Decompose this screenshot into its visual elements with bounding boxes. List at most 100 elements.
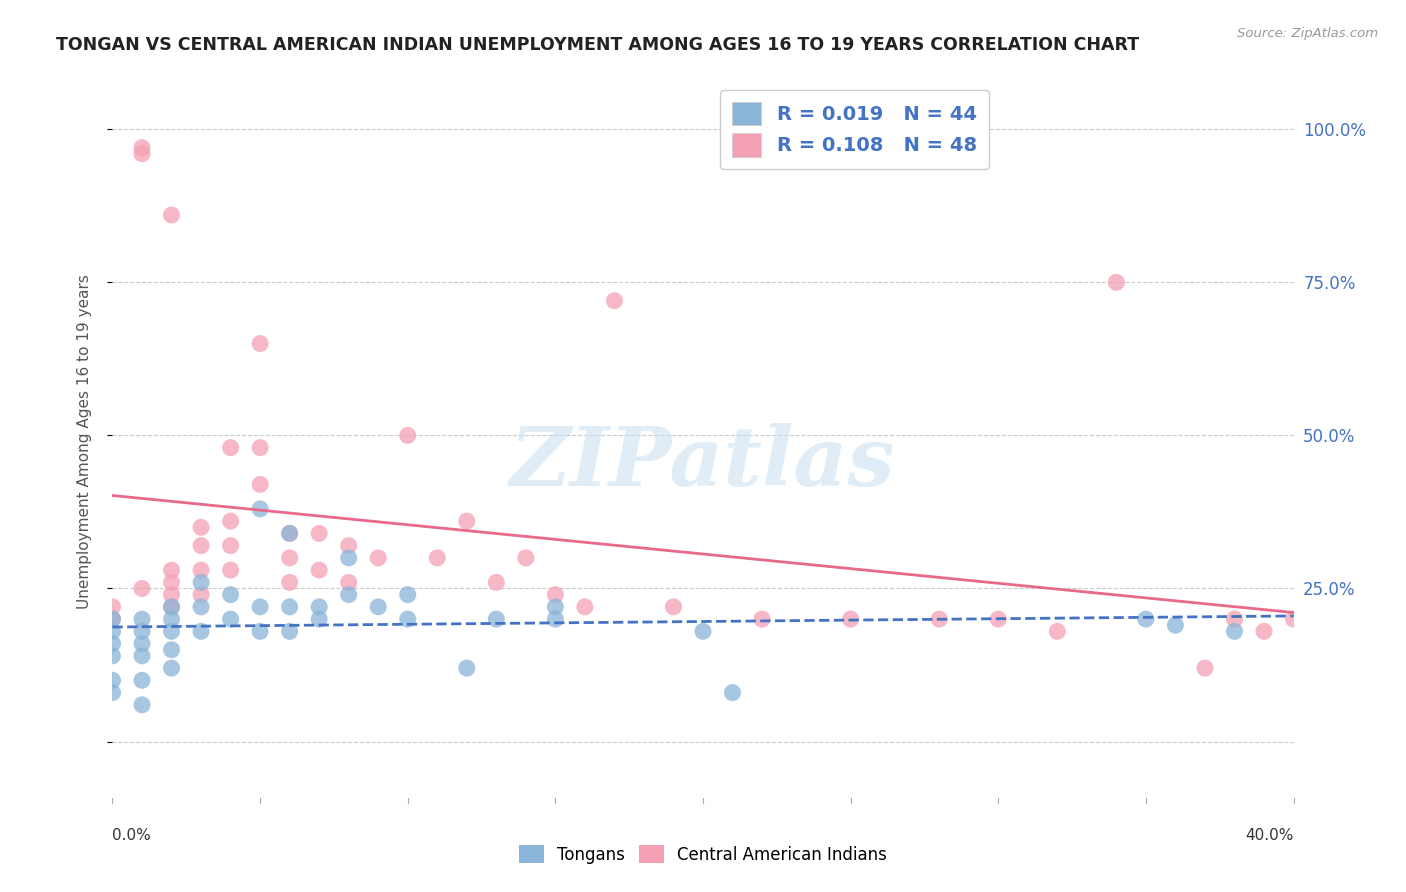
Point bbox=[456, 514, 478, 528]
Point bbox=[219, 563, 242, 577]
Point bbox=[396, 612, 419, 626]
Point bbox=[160, 588, 183, 602]
Point bbox=[190, 575, 212, 590]
Point bbox=[131, 698, 153, 712]
Point bbox=[131, 637, 153, 651]
Point bbox=[426, 550, 449, 565]
Point bbox=[278, 624, 301, 639]
Point bbox=[278, 526, 301, 541]
Point bbox=[367, 550, 389, 565]
Point bbox=[1046, 624, 1069, 639]
Point bbox=[190, 563, 212, 577]
Point bbox=[692, 624, 714, 639]
Point bbox=[278, 599, 301, 614]
Point bbox=[160, 624, 183, 639]
Point bbox=[839, 612, 862, 626]
Point bbox=[1223, 612, 1246, 626]
Point bbox=[219, 514, 242, 528]
Point bbox=[131, 673, 153, 688]
Point bbox=[101, 648, 124, 663]
Point bbox=[308, 526, 330, 541]
Point bbox=[928, 612, 950, 626]
Point bbox=[574, 599, 596, 614]
Point bbox=[160, 599, 183, 614]
Point bbox=[1135, 612, 1157, 626]
Point bbox=[160, 575, 183, 590]
Point bbox=[101, 624, 124, 639]
Point bbox=[544, 588, 567, 602]
Point bbox=[337, 539, 360, 553]
Point bbox=[249, 502, 271, 516]
Point bbox=[160, 208, 183, 222]
Point bbox=[219, 539, 242, 553]
Point bbox=[308, 563, 330, 577]
Point bbox=[337, 575, 360, 590]
Point bbox=[131, 141, 153, 155]
Point bbox=[544, 599, 567, 614]
Point bbox=[278, 550, 301, 565]
Point bbox=[396, 428, 419, 442]
Point bbox=[721, 685, 744, 699]
Point bbox=[101, 612, 124, 626]
Point bbox=[219, 441, 242, 455]
Point bbox=[131, 612, 153, 626]
Point bbox=[160, 563, 183, 577]
Point bbox=[101, 685, 124, 699]
Point bbox=[131, 648, 153, 663]
Point bbox=[101, 637, 124, 651]
Point bbox=[396, 588, 419, 602]
Point bbox=[249, 441, 271, 455]
Point bbox=[190, 520, 212, 534]
Point bbox=[1194, 661, 1216, 675]
Text: 0.0%: 0.0% bbox=[112, 828, 152, 843]
Point bbox=[485, 575, 508, 590]
Point bbox=[131, 582, 153, 596]
Point bbox=[249, 336, 271, 351]
Point bbox=[160, 661, 183, 675]
Point bbox=[337, 588, 360, 602]
Point bbox=[249, 624, 271, 639]
Legend: R = 0.019   N = 44, R = 0.108   N = 48: R = 0.019 N = 44, R = 0.108 N = 48 bbox=[720, 90, 988, 169]
Point bbox=[278, 575, 301, 590]
Point bbox=[308, 612, 330, 626]
Point bbox=[190, 539, 212, 553]
Point bbox=[101, 673, 124, 688]
Point bbox=[101, 612, 124, 626]
Point bbox=[131, 146, 153, 161]
Point bbox=[603, 293, 626, 308]
Text: ZIPatlas: ZIPatlas bbox=[510, 423, 896, 503]
Text: Source: ZipAtlas.com: Source: ZipAtlas.com bbox=[1237, 27, 1378, 40]
Point bbox=[1105, 276, 1128, 290]
Point bbox=[278, 526, 301, 541]
Point bbox=[160, 642, 183, 657]
Legend: Tongans, Central American Indians: Tongans, Central American Indians bbox=[512, 838, 894, 871]
Point bbox=[219, 588, 242, 602]
Point bbox=[1253, 624, 1275, 639]
Text: TONGAN VS CENTRAL AMERICAN INDIAN UNEMPLOYMENT AMONG AGES 16 TO 19 YEARS CORRELA: TONGAN VS CENTRAL AMERICAN INDIAN UNEMPL… bbox=[56, 36, 1139, 54]
Point bbox=[1282, 612, 1305, 626]
Point bbox=[544, 612, 567, 626]
Point bbox=[456, 661, 478, 675]
Point bbox=[101, 599, 124, 614]
Point bbox=[190, 599, 212, 614]
Y-axis label: Unemployment Among Ages 16 to 19 years: Unemployment Among Ages 16 to 19 years bbox=[77, 274, 91, 609]
Point bbox=[190, 624, 212, 639]
Point bbox=[308, 599, 330, 614]
Point bbox=[160, 612, 183, 626]
Text: 40.0%: 40.0% bbox=[1246, 828, 1294, 843]
Point bbox=[1164, 618, 1187, 632]
Point bbox=[751, 612, 773, 626]
Point bbox=[190, 588, 212, 602]
Point bbox=[131, 624, 153, 639]
Point bbox=[1223, 624, 1246, 639]
Point bbox=[219, 612, 242, 626]
Point bbox=[485, 612, 508, 626]
Point bbox=[249, 599, 271, 614]
Point bbox=[367, 599, 389, 614]
Point bbox=[662, 599, 685, 614]
Point bbox=[249, 477, 271, 491]
Point bbox=[515, 550, 537, 565]
Point bbox=[987, 612, 1010, 626]
Point bbox=[160, 599, 183, 614]
Point bbox=[337, 550, 360, 565]
